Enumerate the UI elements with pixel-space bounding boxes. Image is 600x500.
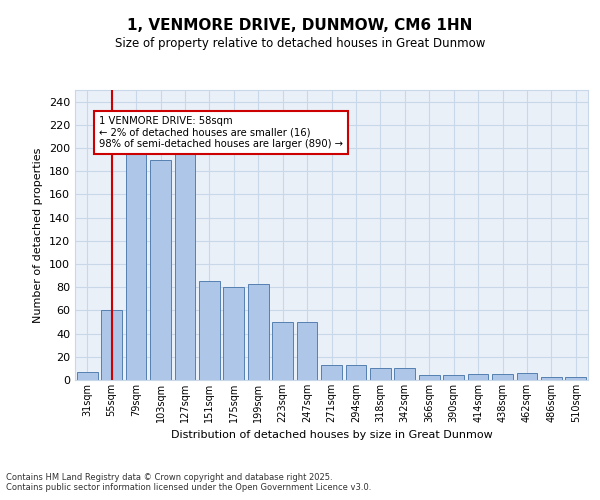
Bar [272, 322, 293, 380]
Bar [443, 376, 464, 380]
Bar [517, 373, 538, 380]
Bar [321, 365, 342, 380]
Bar [467, 374, 488, 380]
Bar [370, 368, 391, 380]
Bar [223, 287, 244, 380]
Text: 1 VENMORE DRIVE: 58sqm
← 2% of detached houses are smaller (16)
98% of semi-deta: 1 VENMORE DRIVE: 58sqm ← 2% of detached … [100, 116, 343, 148]
Bar [77, 372, 98, 380]
Bar [199, 282, 220, 380]
Bar [346, 365, 367, 380]
Bar [394, 368, 415, 380]
Text: Contains HM Land Registry data © Crown copyright and database right 2025.
Contai: Contains HM Land Registry data © Crown c… [6, 472, 371, 492]
Bar [150, 160, 171, 380]
Bar [248, 284, 269, 380]
Bar [101, 310, 122, 380]
Bar [175, 154, 196, 380]
Bar [541, 376, 562, 380]
X-axis label: Distribution of detached houses by size in Great Dunmow: Distribution of detached houses by size … [170, 430, 493, 440]
Bar [565, 376, 586, 380]
Bar [296, 322, 317, 380]
Bar [492, 374, 513, 380]
Bar [125, 148, 146, 380]
Bar [419, 376, 440, 380]
Text: Size of property relative to detached houses in Great Dunmow: Size of property relative to detached ho… [115, 38, 485, 51]
Y-axis label: Number of detached properties: Number of detached properties [34, 148, 43, 322]
Text: 1, VENMORE DRIVE, DUNMOW, CM6 1HN: 1, VENMORE DRIVE, DUNMOW, CM6 1HN [127, 18, 473, 32]
